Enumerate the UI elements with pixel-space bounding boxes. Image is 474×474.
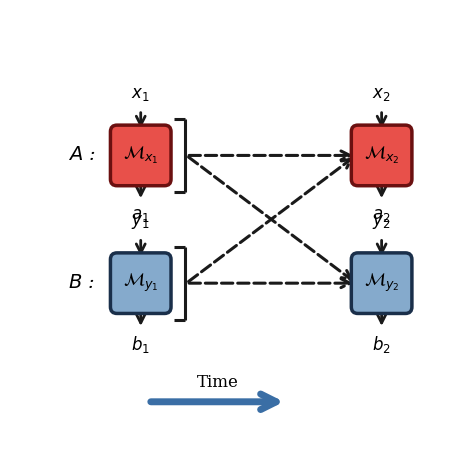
FancyBboxPatch shape (110, 125, 171, 186)
Text: $\mathcal{M}_{y_1}$: $\mathcal{M}_{y_1}$ (123, 272, 158, 294)
Text: $A$ :: $A$ : (68, 146, 96, 164)
FancyBboxPatch shape (351, 125, 412, 186)
Text: $\mathcal{M}_{x_1}$: $\mathcal{M}_{x_1}$ (123, 145, 158, 166)
Text: $\mathcal{M}_{x_2}$: $\mathcal{M}_{x_2}$ (364, 145, 399, 166)
Text: $y_2$: $y_2$ (373, 213, 391, 231)
FancyBboxPatch shape (351, 253, 412, 313)
Text: $y_1$: $y_1$ (131, 213, 150, 231)
Text: $b_2$: $b_2$ (372, 334, 391, 356)
Text: $x_2$: $x_2$ (373, 86, 391, 103)
Text: $\mathcal{M}_{y_2}$: $\mathcal{M}_{y_2}$ (364, 272, 399, 294)
Text: Time: Time (196, 374, 238, 391)
FancyBboxPatch shape (110, 253, 171, 313)
Text: $b_1$: $b_1$ (131, 334, 150, 356)
Text: $a_2$: $a_2$ (373, 207, 391, 224)
Text: $a_1$: $a_1$ (131, 207, 150, 224)
Text: $B$ :: $B$ : (68, 274, 95, 292)
Text: $x_1$: $x_1$ (131, 86, 150, 103)
